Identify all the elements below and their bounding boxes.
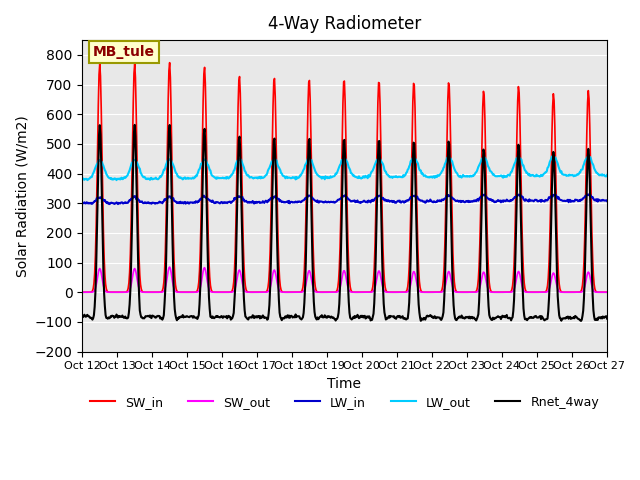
LW_out — [550, 153, 557, 159]
Rnet_4way — [145, 313, 152, 319]
SW_in — [144, 289, 152, 295]
LW_out — [247, 174, 255, 180]
Line: SW_out: SW_out — [83, 267, 640, 292]
Rnet_4way — [247, 315, 255, 321]
Line: SW_in: SW_in — [83, 63, 640, 292]
LW_out — [637, 173, 640, 179]
LW_out — [145, 176, 152, 181]
SW_out — [296, 289, 304, 295]
LW_in — [145, 199, 152, 205]
SW_out — [275, 287, 283, 292]
SW_out — [451, 289, 459, 295]
SW_out — [79, 289, 86, 295]
Legend: SW_in, SW_out, LW_in, LW_out, Rnet_4way: SW_in, SW_out, LW_in, LW_out, Rnet_4way — [84, 391, 604, 414]
SW_in — [420, 289, 428, 295]
Rnet_4way — [451, 315, 459, 321]
Text: MB_tule: MB_tule — [93, 45, 155, 59]
SW_in — [296, 289, 304, 295]
SW_in — [275, 262, 283, 268]
SW_out — [247, 289, 255, 295]
Rnet_4way — [420, 315, 428, 321]
Rnet_4way — [637, 312, 640, 318]
SW_in — [79, 289, 86, 295]
LW_out — [420, 173, 428, 179]
Rnet_4way — [296, 315, 304, 321]
Line: LW_out: LW_out — [83, 156, 640, 180]
Rnet_4way — [131, 122, 138, 128]
Rnet_4way — [577, 318, 585, 324]
SW_out — [637, 289, 640, 295]
LW_out — [451, 168, 459, 173]
LW_in — [296, 199, 304, 204]
Rnet_4way — [79, 312, 86, 318]
SW_in — [247, 289, 255, 295]
Y-axis label: Solar Radiation (W/m2): Solar Radiation (W/m2) — [15, 115, 29, 276]
LW_in — [451, 197, 459, 203]
SW_in — [451, 285, 459, 291]
LW_out — [275, 165, 283, 170]
SW_out — [420, 289, 428, 295]
LW_out — [84, 177, 92, 183]
LW_in — [584, 192, 591, 197]
LW_out — [79, 177, 86, 183]
LW_in — [79, 200, 86, 206]
LW_in — [637, 196, 640, 202]
LW_in — [247, 199, 255, 205]
Line: LW_in: LW_in — [83, 194, 640, 204]
LW_in — [275, 196, 283, 202]
LW_out — [296, 172, 304, 178]
Rnet_4way — [275, 297, 283, 302]
SW_out — [166, 264, 173, 270]
SW_in — [166, 60, 173, 66]
Title: 4-Way Radiometer: 4-Way Radiometer — [268, 15, 421, 33]
X-axis label: Time: Time — [328, 377, 362, 391]
LW_in — [106, 201, 113, 207]
SW_in — [637, 289, 640, 295]
SW_out — [144, 289, 152, 295]
Line: Rnet_4way: Rnet_4way — [83, 125, 640, 321]
LW_in — [420, 199, 428, 204]
